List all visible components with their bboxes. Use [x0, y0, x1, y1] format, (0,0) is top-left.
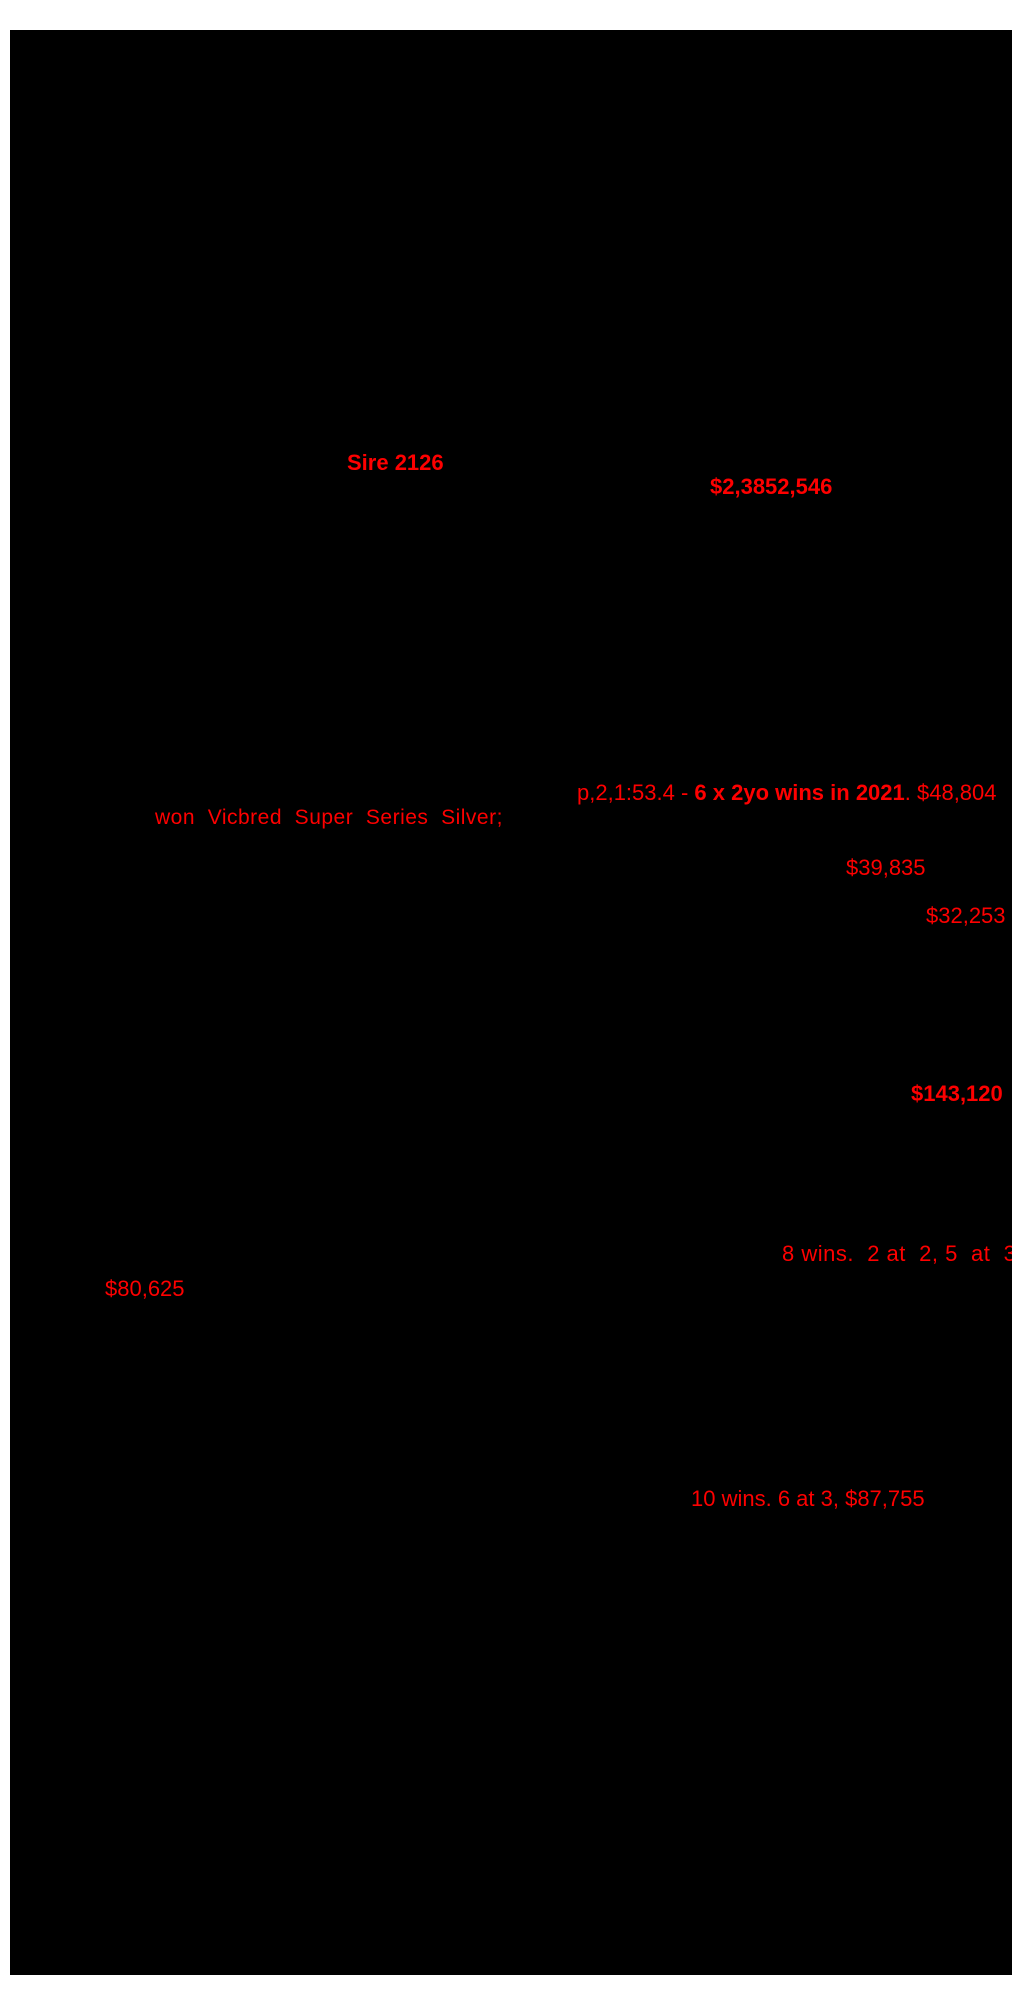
race-record-line: p,2,1:53.4 - 6 x 2yo wins in 2021. $48,8… — [577, 782, 997, 804]
race-record-wins-highlight: 6 x 2yo wins in 2021 — [694, 780, 905, 805]
vicbred-silver-note: won Vicbred Super Series Silver; — [155, 806, 503, 829]
race-record-earnings: . $48,804 — [904, 780, 997, 805]
earnings-amount-39835: $39,835 — [846, 855, 926, 880]
wins-summary-10-wins: 10 wins. 6 at 3, $87,755 — [691, 1486, 925, 1511]
document-page-canvas: Sire 2126 $2,3852,546 p,2,1:53.4 - 6 x 2… — [10, 30, 1012, 1975]
race-record-time: p,2,1:53.4 - — [577, 780, 695, 805]
sire-earnings-amount: $2,3852,546 — [710, 474, 833, 499]
earnings-amount-32253: $32,253 — [926, 903, 1006, 928]
earnings-amount-80625: $80,625 — [105, 1276, 185, 1301]
wins-summary-8-wins: 8 wins. 2 at 2, 5 at 3, — [782, 1241, 1012, 1266]
earnings-amount-143120: $143,120 — [911, 1081, 1003, 1106]
sire-heading: Sire 2126 — [347, 450, 444, 475]
